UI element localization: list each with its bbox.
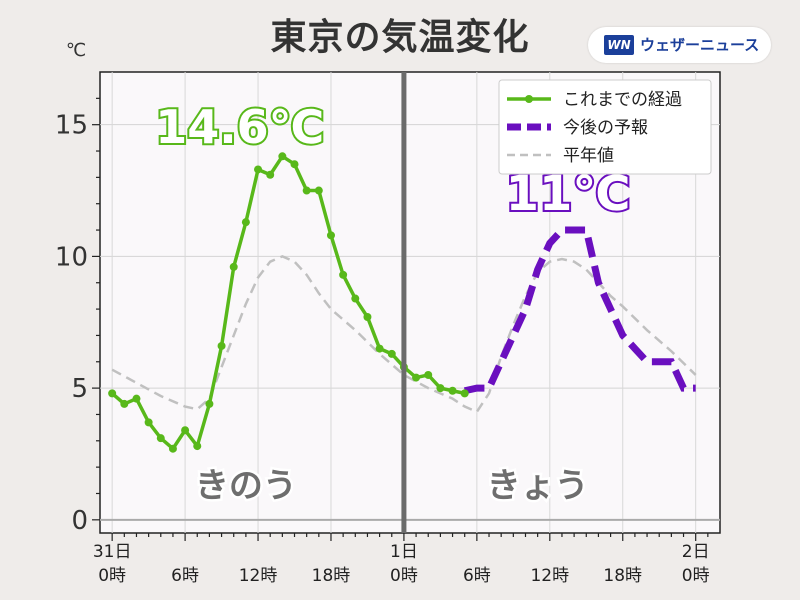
observed-point [436, 384, 445, 393]
series-normal-line [111, 255, 697, 414]
x-tick-label-date: 31日 [93, 542, 132, 562]
x-tick-label-hour: 18時 [603, 566, 642, 586]
observed-point [278, 152, 287, 161]
observed-point [375, 344, 384, 353]
observed-point [168, 444, 177, 453]
observed-point [217, 341, 226, 350]
observed-point [193, 442, 202, 451]
observed-point [387, 349, 396, 358]
y-tick-label: 5 [71, 374, 88, 404]
observed-point [108, 389, 117, 398]
day-annotation: きのう [195, 466, 297, 506]
x-tick-label-hour: 18時 [312, 566, 351, 586]
x-tick-label-hour: 6時 [171, 566, 199, 586]
observed-point [326, 231, 335, 240]
y-tick-label: 0 [71, 506, 88, 536]
legend-label: 今後の予報 [563, 118, 648, 138]
observed-point [266, 170, 275, 179]
x-tick-label-hour: 12時 [530, 566, 569, 586]
y-unit-label: ℃ [66, 40, 86, 61]
observed-point [254, 165, 263, 174]
y-tick-label: 10 [55, 242, 88, 272]
y-tick-label: 15 [55, 111, 88, 141]
observed-point [424, 370, 433, 379]
x-tick-label-hour: 0時 [390, 566, 418, 586]
x-tick-label-hour: 12時 [239, 566, 278, 586]
observed-point [205, 399, 214, 408]
x-tick-label-hour: 6時 [463, 566, 491, 586]
day-annotation: きょう [487, 466, 589, 506]
legend-label: これまでの経過 [563, 90, 682, 110]
observed-point [144, 418, 153, 427]
observed-point [448, 386, 457, 395]
observed-point [314, 186, 323, 195]
x-tick-label-date: 1日 [390, 542, 418, 562]
series-forecast-line [463, 226, 696, 395]
chart-title: 東京の気温変化 [270, 17, 530, 58]
observed-point [156, 434, 165, 443]
observed-point [229, 262, 238, 271]
observed-point [412, 373, 421, 382]
observed-point [120, 399, 129, 408]
x-tick-label-hour: 0時 [682, 566, 710, 586]
observed-point [351, 294, 360, 303]
weathernews-logo: WN ウェザーニュース [588, 27, 771, 63]
x-tick-label-date: 2日 [682, 542, 710, 562]
observed-point [302, 186, 311, 195]
observed-point [339, 270, 348, 279]
legend-observed-marker [525, 95, 533, 103]
observed-point [132, 394, 141, 403]
observed-point [181, 426, 190, 435]
observed-max-label: 14.6℃ [155, 100, 324, 154]
observed-point [290, 160, 299, 169]
observed-point [241, 218, 250, 227]
observed-point [460, 389, 469, 398]
observed-point [363, 312, 372, 321]
legend-box [498, 79, 712, 175]
weathernews-logo-text: ウェザーニュース [640, 36, 760, 54]
weathernews-logo-mark: WN [604, 35, 634, 55]
legend-label: 平年値 [563, 146, 614, 166]
x-tick-label-hour: 0時 [98, 566, 126, 586]
